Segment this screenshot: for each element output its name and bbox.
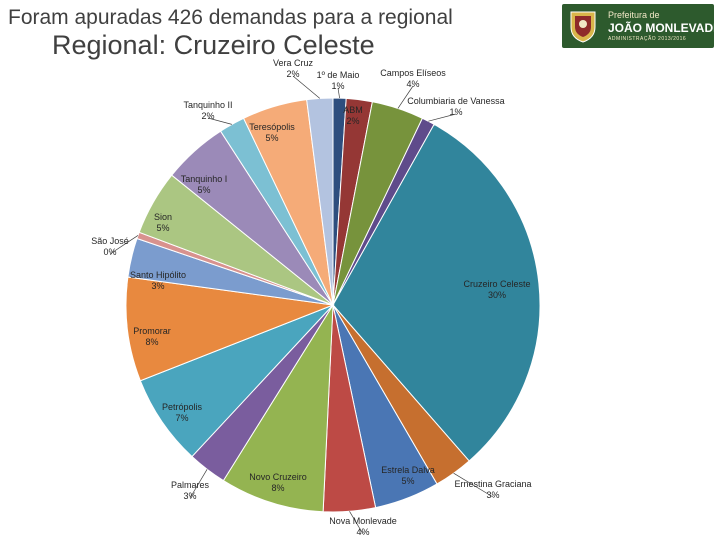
leader-line-vera-cruz <box>292 75 321 99</box>
slice-name: ABM <box>343 105 363 115</box>
slice-label-promorar: Promorar 8% <box>133 326 171 347</box>
logo-prefeitura-text: Prefeitura de <box>608 10 660 20</box>
slice-label-sion: Sion 5% <box>154 212 172 233</box>
slice-name: Novo Cruzeiro <box>249 472 307 482</box>
slice-name: 1º de Maio <box>317 70 360 80</box>
slice-percent: 3% <box>151 281 164 291</box>
slice-name: Sion <box>154 212 172 222</box>
slice-name: Teresópolis <box>249 122 295 132</box>
slice-percent: 5% <box>401 476 414 486</box>
slice-label-sao-jose: São José 0% <box>91 236 129 257</box>
slice-name: Vera Cruz <box>273 58 314 68</box>
leader-line-columbiaria-de-vanessa <box>428 113 457 122</box>
slice-label-tanquinho-i: Tanquinho I 5% <box>181 174 228 195</box>
slice-name: Nova Monlevade <box>329 516 397 526</box>
leader-line-campos-eliseos <box>397 85 414 109</box>
slice-name: Tanquinho I <box>181 174 228 184</box>
slice-label-petropolis: Petrópolis 7% <box>162 402 203 423</box>
slice-novo-cruzeiro <box>222 303 334 513</box>
slice-promorar <box>125 276 335 382</box>
slice-percent: 1% <box>449 107 462 117</box>
slice-percent: 2% <box>346 116 359 126</box>
chart-title: Regional: Cruzeiro Celeste <box>52 30 375 60</box>
slice-name: Santo Hipólito <box>130 270 186 280</box>
slice-label-campos-eliseos: Campos Elíseos 4% <box>380 68 446 89</box>
slice-label-cruzeiro-celeste: Cruzeiro Celeste 30% <box>463 279 530 300</box>
slice-labels: 1º de Maio 1%ABM 2%Campos Elíseos 4%Columbi… <box>91 58 531 537</box>
leader-line-sao-jose <box>109 235 139 255</box>
slice-percent: 30% <box>488 290 506 300</box>
slice-percent: 0% <box>103 247 116 257</box>
slice-percent: 8% <box>271 483 284 493</box>
slice-name: Ernestina Graciana <box>454 479 531 489</box>
leader-line-nova-monlevade <box>349 511 364 535</box>
leader-line-palmares <box>189 469 208 499</box>
slice-percent: 4% <box>406 79 419 89</box>
slice-label-novo-cruzeiro: Novo Cruzeiro 8% <box>249 472 307 493</box>
leader-line-ernestina-graciana <box>453 472 494 498</box>
slice-percent: 1% <box>331 81 344 91</box>
slice-name: Palmares <box>171 480 210 490</box>
slice-cruzeiro-celeste <box>332 123 541 462</box>
slice-percent: 8% <box>145 337 158 347</box>
slice-label-ernestina-graciana: Ernestina Graciana 3% <box>454 479 531 500</box>
city-hall-logo: Prefeitura de JOÃO MONLEVADE ADMINISTRAÇ… <box>562 4 720 48</box>
city-crest-icon <box>570 11 596 43</box>
leader-line-tanquinho-ii <box>207 117 232 125</box>
slice-label-1-de-maio: 1º de Maio 1% <box>317 70 360 91</box>
slice-percent: 3% <box>486 490 499 500</box>
leader-line-1-de-maio <box>337 87 340 99</box>
slice-name: Columbiaria de Vanessa <box>407 96 504 106</box>
slice-label-columbiaria-de-vanessa: Columbiaria de Vanessa 1% <box>407 96 504 117</box>
slice-percent: 5% <box>197 185 210 195</box>
slice-percent: 2% <box>286 69 299 79</box>
slice-name: Petrópolis <box>162 402 203 412</box>
page-headline: Foram apuradas 426 demandas para a regio… <box>8 6 453 29</box>
slice-percent: 5% <box>156 223 169 233</box>
slice-percent: 4% <box>356 527 369 537</box>
slice-label-tanquinho-ii: Tanquinho II 2% <box>183 100 232 121</box>
slice-name: Cruzeiro Celeste <box>463 279 530 289</box>
slice-label-vera-cruz: Vera Cruz 2% <box>273 58 314 79</box>
logo-administration-text: ADMINISTRAÇÃO 2013/2016 <box>608 36 687 42</box>
slice-label-estrela-dalva: Estrela Dalva 5% <box>381 465 435 486</box>
slice-percent: 5% <box>265 133 278 143</box>
slice-percent: 7% <box>175 413 188 423</box>
slice-name: Campos Elíseos <box>380 68 446 78</box>
slice-label-palmares: Palmares 3% <box>171 480 210 501</box>
slice-percent: 3% <box>183 491 196 501</box>
slice-label-teresopolis: Teresópolis 5% <box>249 122 295 143</box>
slice-name: Estrela Dalva <box>381 465 435 475</box>
slice-percent: 2% <box>201 111 214 121</box>
slice-name: Promorar <box>133 326 171 336</box>
pie-slices <box>125 97 541 513</box>
leader-lines <box>109 75 494 535</box>
slice-label-santo-hipolito: Santo Hipólito 3% <box>130 270 186 291</box>
slice-vera-cruz <box>306 97 334 306</box>
slice-label-nova-monlevade: Nova Monlevade 4% <box>329 516 397 537</box>
slice-label-abm: ABM 2% <box>343 105 363 126</box>
logo-city-name: JOÃO MONLEVADE <box>608 21 720 35</box>
slice-name: São José <box>91 236 129 246</box>
slice-name: Tanquinho II <box>183 100 232 110</box>
